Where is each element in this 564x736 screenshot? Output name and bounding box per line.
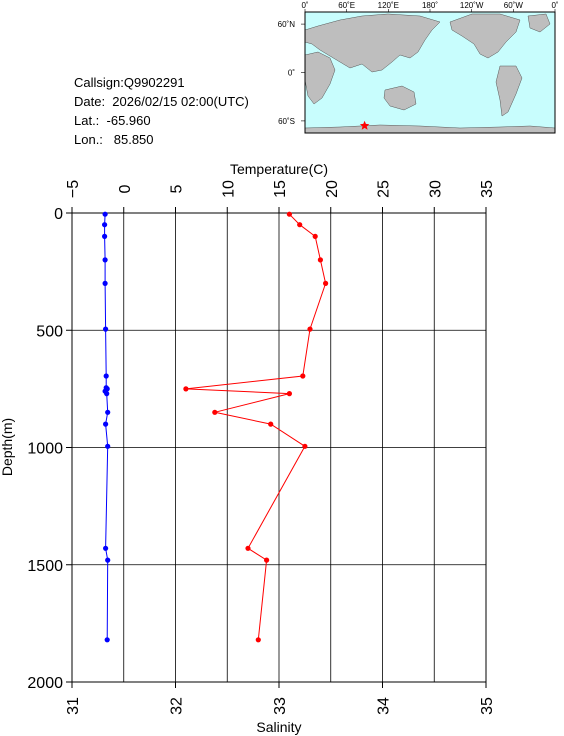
salinity-data-point (264, 557, 270, 563)
temperature-data-point (104, 391, 110, 397)
salinity-data-point (300, 373, 306, 379)
location-map: 0˚ 60˚E 120˚E 180˚ 120˚W 60˚W 0˚ 60˚N 0˚ 60˚S (278, 1, 559, 134)
temperature-tick-label: 20 (324, 180, 341, 198)
land-north-america (449, 13, 521, 59)
land-australia (383, 85, 417, 111)
salinity-tick-label: 32 (169, 697, 186, 715)
salinity-data-point (255, 637, 261, 643)
temperature-data-point (102, 211, 108, 217)
map-longitude-label: 60˚E (338, 1, 355, 10)
temperature-profile-line (104, 214, 109, 640)
float-location-star-icon (359, 120, 370, 130)
map-land (304, 13, 556, 134)
salinity-data-point (286, 211, 292, 217)
map-top-labels: 0˚ 60˚E 120˚E 180˚ 120˚W 60˚W 0˚ (301, 1, 558, 10)
temperature-tick-label: 35 (479, 180, 496, 198)
temperature-ticks: −5 0 5 10 15 20 25 30 35 (65, 180, 496, 213)
temperature-data-point (102, 233, 108, 239)
map-longitude-label: 60˚W (504, 1, 524, 10)
temperature-data-point (103, 373, 109, 379)
land-south-america (495, 65, 523, 117)
depth-axis-label: Depth(m) (0, 418, 15, 476)
temperature-data-point (105, 443, 111, 449)
map-latitude-label: 60˚N (278, 20, 296, 29)
salinity-data-point (323, 280, 329, 286)
chart-grid (72, 213, 486, 682)
salinity-tick-label: 35 (479, 697, 496, 715)
depth-ticks: 0 500 1000 1500 2000 (27, 206, 72, 692)
land-africa (304, 51, 336, 105)
temperature-data-point (103, 326, 109, 332)
temperature-tick-label: 30 (427, 180, 444, 198)
map-left-labels: 60˚N 0˚ 60˚S (278, 20, 296, 126)
depth-tick-label: 1000 (27, 441, 63, 458)
depth-tick-label: 500 (36, 323, 63, 340)
salinity-data-point (245, 545, 251, 551)
temperature-data-point (102, 280, 108, 286)
depth-tick-label: 0 (54, 206, 63, 223)
salinity-tick-label: 33 (272, 697, 289, 715)
temperature-data-point (104, 637, 110, 643)
temperature-tick-label: 0 (117, 184, 134, 193)
temperature-data-point (105, 557, 111, 563)
temperature-tick-label: 5 (169, 184, 186, 193)
temperature-data-point (105, 409, 111, 415)
salinity-data-point (212, 409, 218, 415)
map-ticks (301, 9, 556, 122)
map-latitude-label: 0˚ (288, 69, 295, 78)
map-longitude-label: 120˚E (378, 1, 399, 10)
temperature-data-point (103, 421, 109, 427)
temperature-data-point (102, 222, 108, 228)
chart-series (102, 211, 329, 643)
map-longitude-label: 180˚ (422, 1, 438, 10)
salinity-data-point (268, 421, 274, 427)
map-longitude-label: 0˚ (301, 1, 308, 10)
salinity-data-point (302, 443, 308, 449)
float-info: Callsign:Q9902291 Date: 2026/02/15 02:00… (74, 73, 249, 149)
temperature-tick-label: −5 (65, 180, 82, 198)
date-text: Date: 2026/02/15 02:00(UTC) (74, 94, 249, 109)
salinity-tick-label: 31 (65, 697, 82, 715)
temperature-axis-label: Temperature(C) (230, 161, 328, 177)
salinity-data-point (183, 386, 189, 392)
temperature-tick-label: 25 (376, 180, 393, 198)
salinity-data-point (297, 222, 303, 228)
salinity-profile-line (185, 213, 327, 640)
salinity-data-point (307, 326, 313, 332)
salinity-data-point (312, 233, 318, 239)
temperature-tick-label: 10 (220, 180, 237, 198)
salinity-data-point (317, 257, 323, 263)
temperature-tick-label: 15 (272, 180, 289, 198)
temperature-data-point (102, 257, 108, 263)
salinity-tick-label: 34 (376, 697, 393, 715)
map-longitude-label: 120˚W (460, 1, 484, 10)
salinity-data-point (286, 391, 292, 397)
map-latitude-label: 60˚S (278, 117, 295, 126)
longitude-text: Lon.: 85.850 (74, 132, 154, 147)
depth-tick-label: 1500 (27, 558, 63, 575)
temperature-data-point (103, 545, 109, 551)
map-longitude-label: 0˚ (551, 1, 558, 10)
salinity-axis-label: Salinity (256, 719, 301, 735)
latitude-text: Lat.: -65.960 (74, 113, 151, 128)
depth-tick-label: 2000 (27, 675, 63, 692)
callsign-text: Callsign:Q9902291 (74, 75, 185, 90)
land-eurasia (304, 13, 441, 73)
land-greenland (527, 13, 551, 33)
salinity-ticks: 31 32 33 34 35 (65, 682, 496, 715)
